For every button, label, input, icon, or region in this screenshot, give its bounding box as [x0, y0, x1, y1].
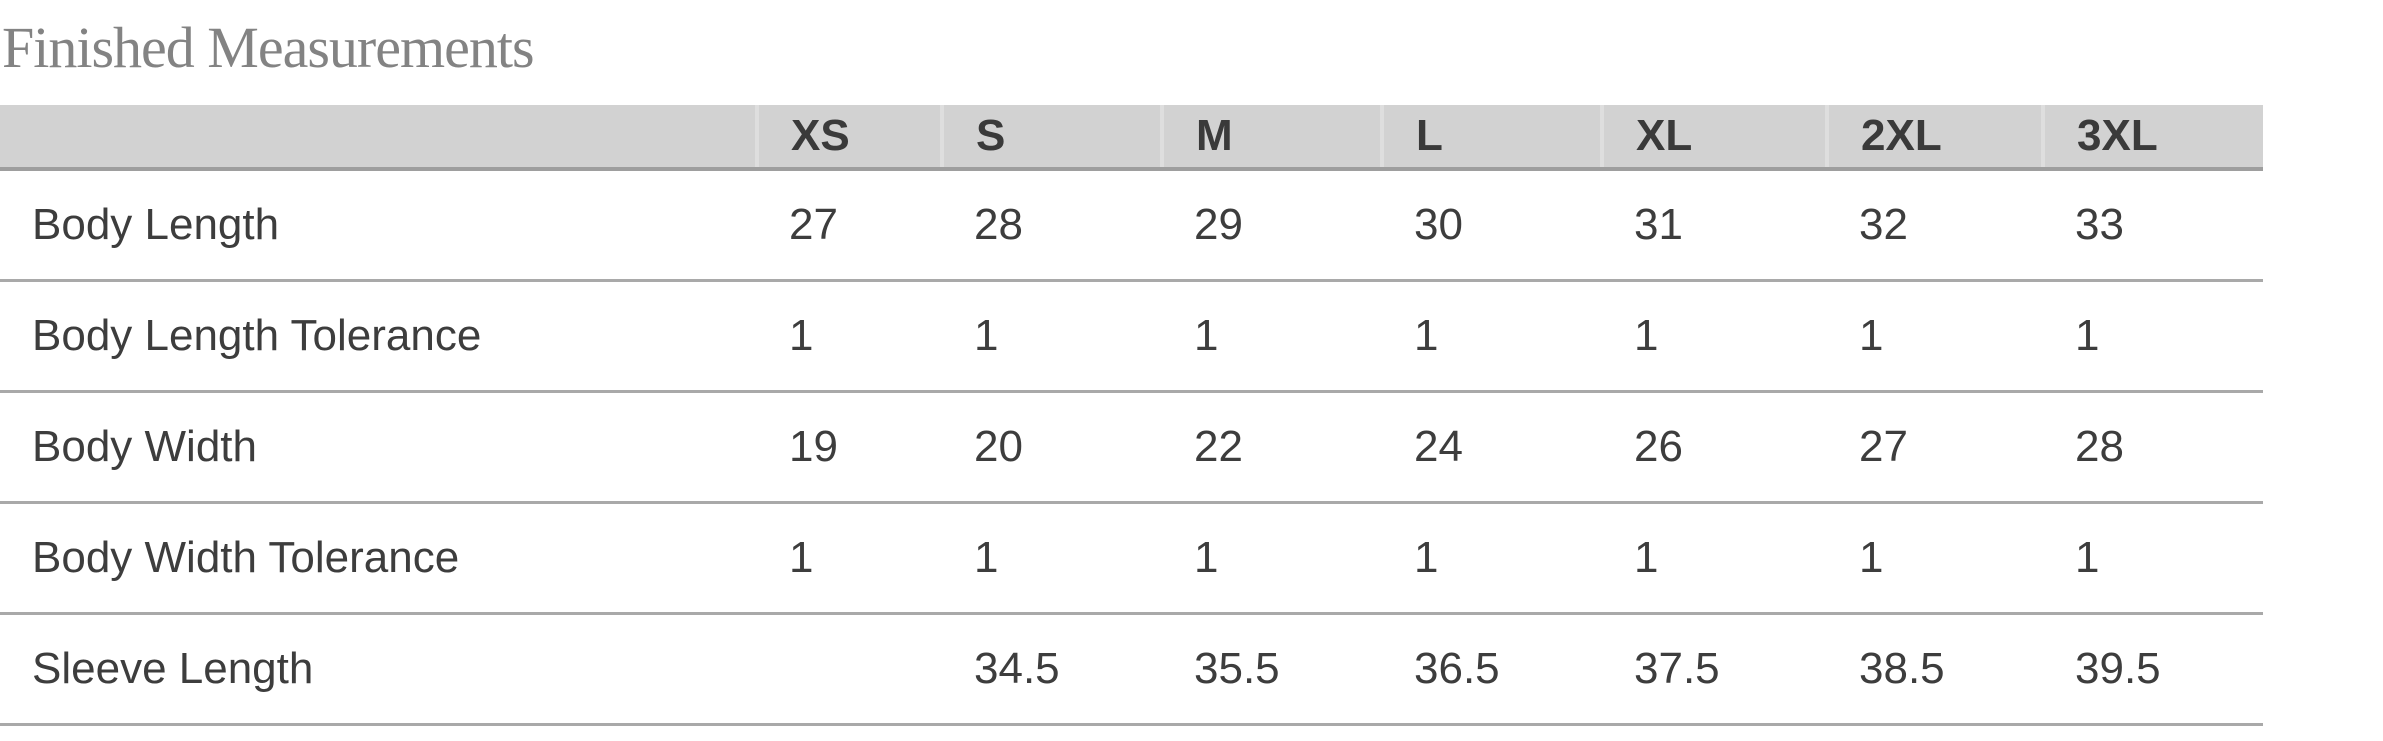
value-cell: 1	[2043, 502, 2263, 615]
table-body: Body Length 27 28 29 30 31 32 33 Body Length Tol…	[0, 169, 2263, 726]
value-cell: 1	[1382, 502, 1602, 615]
header-cell-size-xl: XL	[1600, 105, 1827, 171]
value-cell: 37.5	[1602, 613, 1827, 726]
header-row: XS S M L XL 2XL 3XL	[0, 105, 2263, 171]
value-cell: 19	[757, 391, 942, 504]
table-header: XS S M L XL 2XL 3XL	[0, 105, 2263, 171]
header-cell-size-l: L	[1380, 105, 1602, 171]
value-cell: 39.5	[2043, 613, 2263, 726]
value-cell: 1	[1382, 280, 1602, 393]
header-cell-size-xs: XS	[755, 105, 942, 171]
value-cell	[757, 613, 942, 726]
value-cell: 1	[942, 502, 1162, 615]
value-cell: 1	[2043, 280, 2263, 393]
value-cell: 35.5	[1162, 613, 1382, 726]
value-cell: 33	[2043, 169, 2263, 282]
value-cell: 20	[942, 391, 1162, 504]
header-cell-size-2xl: 2XL	[1825, 105, 2043, 171]
value-cell: 1	[1162, 280, 1382, 393]
header-cell-size-s: S	[940, 105, 1162, 171]
header-cell-size-3xl: 3XL	[2041, 105, 2263, 171]
table-row: Body Length 27 28 29 30 31 32 33	[0, 169, 2263, 282]
value-cell: 38.5	[1827, 613, 2043, 726]
value-cell: 28	[2043, 391, 2263, 504]
table-row: Body Width 19 20 22 24 26 27 28	[0, 391, 2263, 504]
row-label-cell: Body Width	[0, 391, 757, 504]
header-cell-size-m: M	[1160, 105, 1382, 171]
value-cell: 27	[1827, 391, 2043, 504]
value-cell: 26	[1602, 391, 1827, 504]
value-cell: 22	[1162, 391, 1382, 504]
value-cell: 1	[1827, 502, 2043, 615]
table-row: Sleeve Length 34.5 35.5 36.5 37.5 38.5 39.5	[0, 613, 2263, 726]
row-label-cell: Body Width Tolerance	[0, 502, 757, 615]
value-cell: 1	[942, 280, 1162, 393]
row-label-cell: Body Length Tolerance	[0, 280, 757, 393]
table-row: Body Length Tolerance 1 1 1 1 1 1 1	[0, 280, 2263, 393]
value-cell: 1	[757, 280, 942, 393]
value-cell: 24	[1382, 391, 1602, 504]
row-label-cell: Sleeve Length	[0, 613, 757, 726]
value-cell: 36.5	[1382, 613, 1602, 726]
value-cell: 32	[1827, 169, 2043, 282]
row-label-cell: Body Length	[0, 169, 757, 282]
table-row: Body Width Tolerance 1 1 1 1 1 1 1	[0, 502, 2263, 615]
value-cell: 30	[1382, 169, 1602, 282]
value-cell: 31	[1602, 169, 1827, 282]
value-cell: 34.5	[942, 613, 1162, 726]
value-cell: 1	[1602, 502, 1827, 615]
value-cell: 27	[757, 169, 942, 282]
page-title: Finished Measurements	[2, 15, 535, 80]
value-cell: 1	[1162, 502, 1382, 615]
finished-measurements-table: XS S M L XL 2XL 3XL Body Length 27 28 29 30 31 32 33 B…	[0, 105, 2263, 726]
value-cell: 28	[942, 169, 1162, 282]
value-cell: 1	[1827, 280, 2043, 393]
value-cell: 29	[1162, 169, 1382, 282]
value-cell: 1	[1602, 280, 1827, 393]
header-cell-blank	[0, 105, 757, 171]
value-cell: 1	[757, 502, 942, 615]
